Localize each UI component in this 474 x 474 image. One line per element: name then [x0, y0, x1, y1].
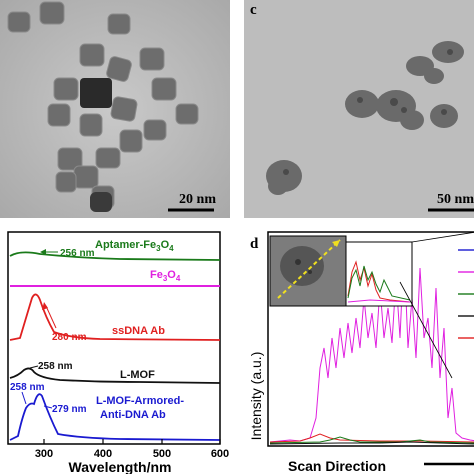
peak-label-l-mof: 258 nm: [38, 361, 73, 372]
trace-label-ssdna-ab: ssDNA Ab: [112, 325, 165, 337]
peak-label-armored-279: 279 nm: [52, 404, 87, 415]
scale-bar-label-a: 20 nm: [179, 192, 216, 207]
scan-trace-magenta: [269, 247, 474, 443]
trace-l-mof-armored: [9, 393, 221, 441]
x-axis-ticks-b: [43, 439, 221, 444]
scale-bar-label-c: 50 nm: [437, 192, 474, 207]
y-axis-label-d: Intensity (a.u.): [248, 352, 264, 441]
x-tick-500: 500: [153, 448, 171, 460]
x-tick-400: 400: [94, 448, 112, 460]
scan-trace-black: [269, 441, 474, 445]
peak-label-ssdna: 280 nm: [52, 332, 87, 343]
legend-swatches-d: [458, 249, 474, 339]
trace-label-aptamer-fe3o4: Aptamer-Fe3O4: [95, 239, 174, 253]
plot-frame-b: [7, 231, 221, 445]
trace-ssdna-ab: [9, 293, 221, 341]
trace-label-armored-line1: L-MOF-Armored-: [96, 395, 184, 407]
uv-vis-spectra-panel: 256 nm Aptamer-Fe3O4 Fe3O4 280 nm ssDNA …: [0, 228, 238, 474]
trace-label-armored-line2: Anti-DNA Ab: [100, 409, 166, 421]
tem-image-c: c 50 nm: [244, 0, 474, 218]
trace-l-mof: [9, 367, 221, 384]
x-tick-300: 300: [35, 448, 53, 460]
scan-trace-green: [269, 436, 474, 444]
trace-aptamer-fe3o4: [9, 251, 221, 261]
panel-letter-d: d: [250, 236, 259, 252]
panel-letter-c: c: [250, 2, 257, 18]
x-axis-label-d: Scan Direction: [288, 458, 386, 474]
x-tick-600: 600: [211, 448, 229, 460]
trace-label-l-mof: L-MOF: [120, 369, 155, 381]
inset-scan-line: [277, 239, 341, 299]
peak-label-aptamer: 256 nm: [60, 248, 95, 259]
tem-image-a: 20 nm: [0, 0, 230, 218]
trace-label-fe3o4: Fe3O4: [150, 269, 181, 283]
x-axis-label-b: Wavelength/nm: [69, 459, 172, 474]
line-scan-panel: d Intensity (a.u.) Scan Direction: [240, 228, 474, 474]
peak-label-armored-258: 258 nm: [10, 382, 45, 393]
